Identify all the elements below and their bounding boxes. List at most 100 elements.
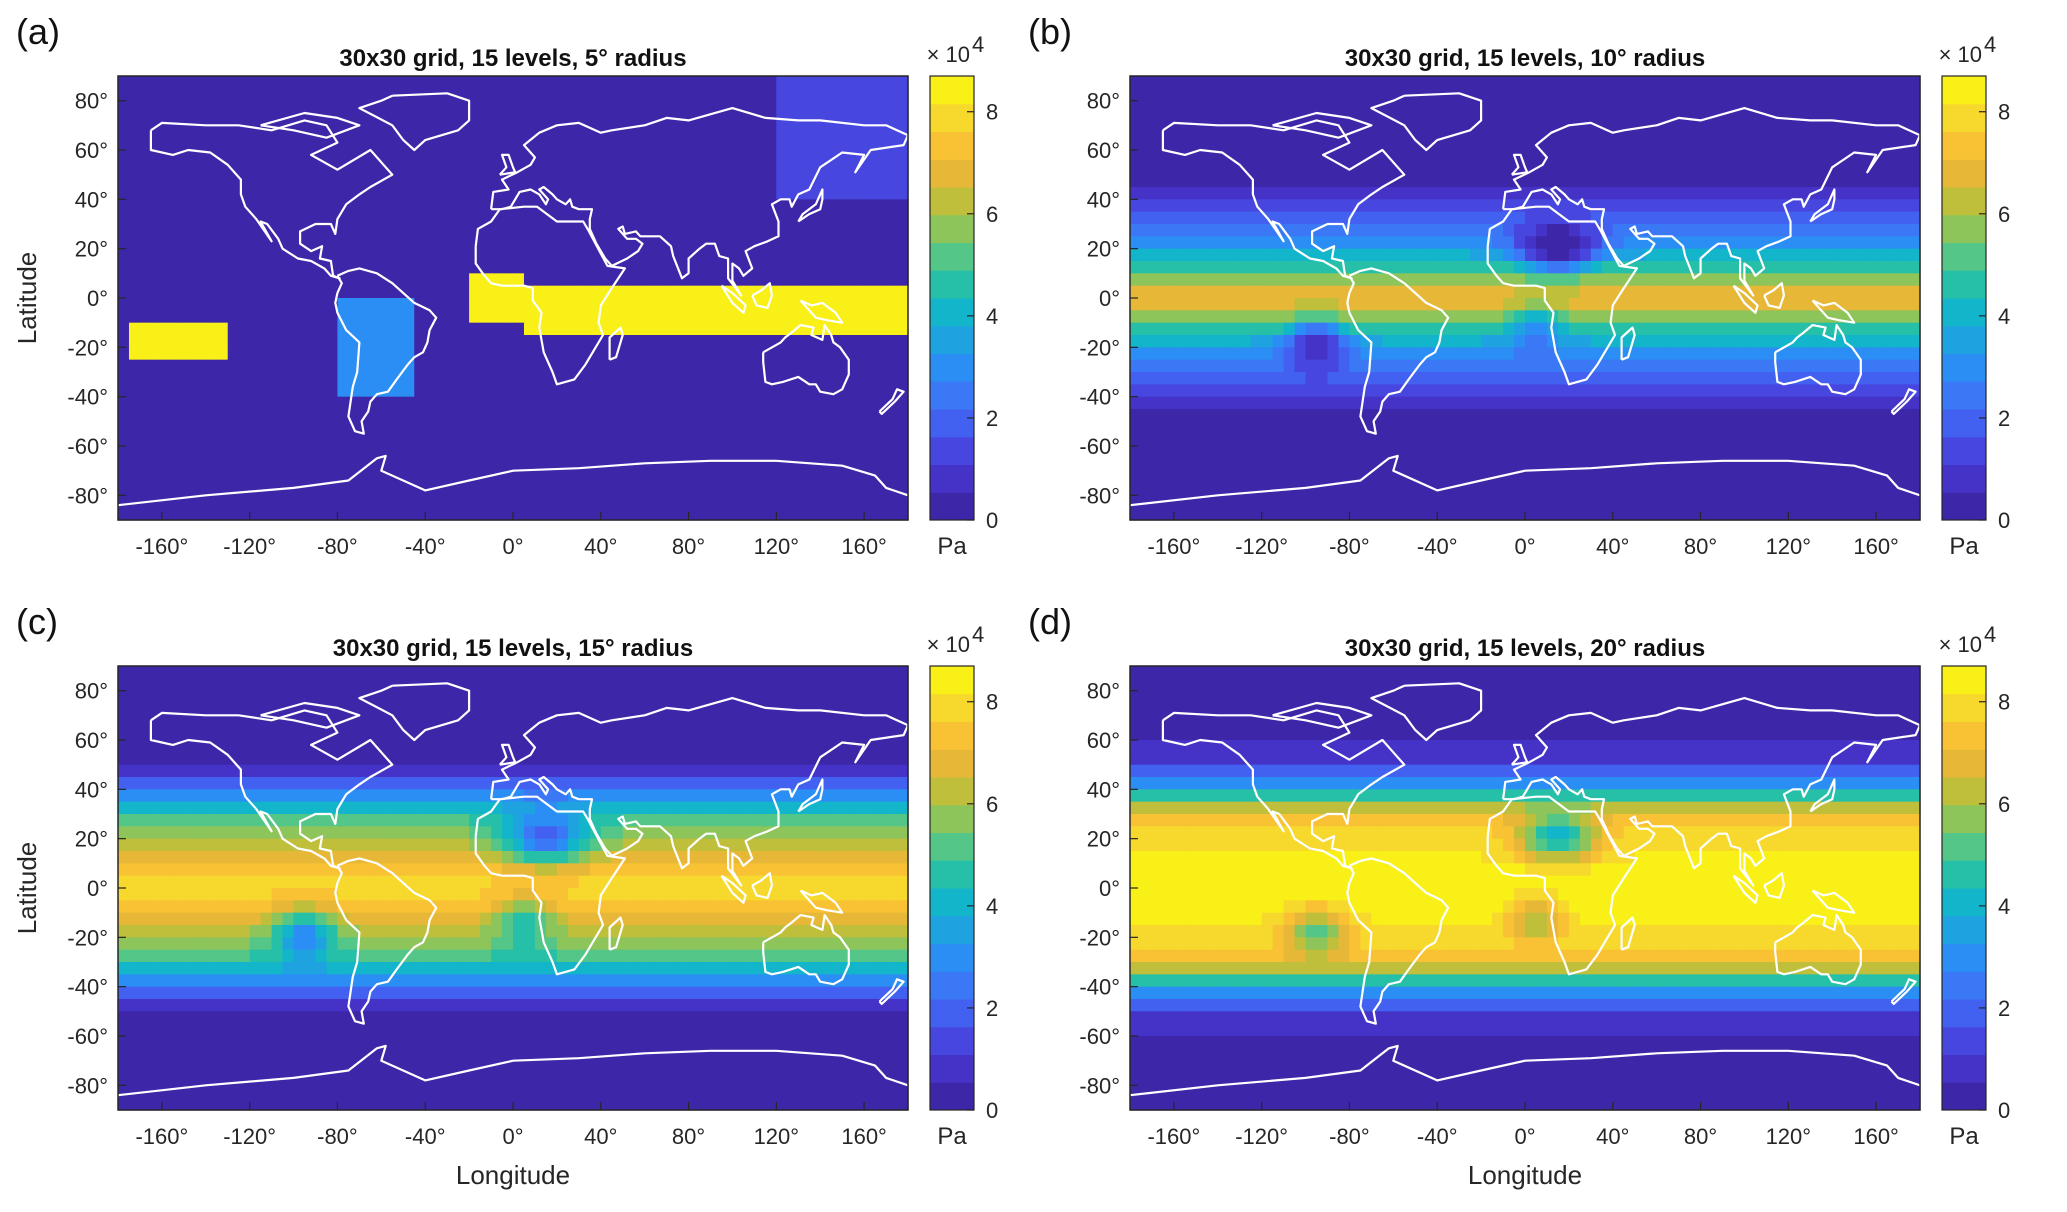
- field-cell: [183, 433, 196, 447]
- field-cell: [227, 483, 240, 496]
- field-cell: [875, 409, 887, 422]
- field-cell: [699, 298, 712, 311]
- field-cell: [545, 458, 558, 472]
- field-cell: [721, 236, 734, 250]
- field-cell: [1645, 125, 1658, 139]
- field-cell: [633, 273, 646, 287]
- field-cell: [1744, 298, 1757, 311]
- field-cell: [1404, 150, 1416, 163]
- field-cell: [1777, 310, 1789, 324]
- field-cell: [853, 310, 865, 324]
- field-cell: [469, 310, 481, 324]
- field-cell: [1173, 211, 1186, 225]
- field-cell: [227, 76, 240, 89]
- field-cell: [1459, 76, 1471, 89]
- field-cell: [1184, 285, 1197, 299]
- field-cell: [1843, 347, 1855, 361]
- field-cell: [1645, 248, 1658, 262]
- field-cell: [370, 199, 382, 213]
- field-cell: [820, 446, 832, 459]
- field-cell: [1645, 433, 1658, 447]
- field-cell: [1755, 125, 1767, 139]
- field-cell: [1854, 199, 1866, 213]
- field-cell: [128, 162, 141, 176]
- field-cell: [1711, 224, 1724, 237]
- field-cell: [798, 384, 810, 398]
- field-cell: [688, 261, 701, 274]
- field-cell: [469, 224, 481, 237]
- field-cell: [1535, 236, 1548, 250]
- field-cell: [1601, 285, 1614, 299]
- field-cell: [227, 347, 240, 361]
- field-cell: [1130, 224, 1142, 237]
- field-cell: [787, 273, 799, 287]
- field-cell: [1184, 359, 1197, 373]
- field-cell: [1371, 88, 1383, 102]
- field-cell: [1371, 224, 1383, 237]
- field-cell: [864, 273, 876, 287]
- field-cell: [1195, 162, 1208, 176]
- field-cell: [458, 248, 470, 262]
- field-cell: [502, 273, 514, 287]
- field-cell: [1656, 113, 1669, 126]
- field-cell: [1459, 384, 1471, 398]
- field-cell: [260, 285, 273, 299]
- field-cell: [1349, 199, 1362, 213]
- field-cell: [1327, 347, 1340, 361]
- field-cell: [1514, 396, 1526, 410]
- field-cell: [491, 248, 503, 262]
- field-cell: [359, 507, 371, 521]
- field-cell: [1371, 125, 1383, 139]
- field-cell: [1887, 396, 1899, 410]
- field-cell: [1854, 261, 1866, 274]
- field-cell: [1415, 273, 1427, 287]
- field-cell: [205, 76, 218, 89]
- field-cell: [1272, 372, 1285, 385]
- field-cell: [1634, 396, 1647, 410]
- field-cell: [1316, 137, 1329, 151]
- field-cell: [392, 248, 404, 262]
- field-cell: [425, 261, 437, 274]
- field-cell: [128, 236, 141, 250]
- field-cell: [381, 495, 393, 509]
- field-cell: [1261, 310, 1274, 324]
- field-cell: [1239, 273, 1252, 287]
- field-cell: [1327, 76, 1340, 89]
- field-cell: [1744, 409, 1757, 422]
- field-cell: [721, 76, 734, 89]
- field-cell: [491, 261, 503, 274]
- field-cell: [1459, 273, 1471, 287]
- field-cell: [567, 285, 580, 299]
- field-cell: [765, 187, 777, 200]
- field-cell: [1645, 261, 1658, 274]
- field-cell: [491, 174, 503, 188]
- field-cell: [370, 421, 382, 435]
- field-cell: [1810, 384, 1822, 398]
- field-cell: [1228, 100, 1241, 114]
- field-cell: [458, 261, 470, 274]
- field-cell: [1459, 100, 1471, 114]
- field-cell: [1887, 88, 1899, 102]
- field-cell: [809, 396, 821, 410]
- field-cell: [1876, 273, 1888, 287]
- field-cell: [1184, 236, 1197, 250]
- field-cell: [1876, 162, 1888, 176]
- field-cell: [315, 88, 328, 102]
- field-cell: [1514, 113, 1526, 126]
- field-cell: [249, 88, 262, 102]
- field-cell: [534, 162, 547, 176]
- field-cell: [1898, 137, 1910, 151]
- field-cell: [534, 470, 547, 484]
- field-cell: [293, 372, 306, 385]
- field-cell: [128, 88, 141, 102]
- field-cell: [1546, 298, 1559, 311]
- y-tick-label: -80°: [67, 483, 108, 508]
- field-cell: [128, 384, 141, 398]
- field-cell: [523, 433, 536, 447]
- field-cell: [1535, 298, 1548, 311]
- field-cell: [1272, 322, 1285, 336]
- field-cell: [1206, 100, 1219, 114]
- field-cell: [304, 125, 317, 139]
- coastline: [799, 299, 844, 324]
- field-cell: [1568, 261, 1581, 274]
